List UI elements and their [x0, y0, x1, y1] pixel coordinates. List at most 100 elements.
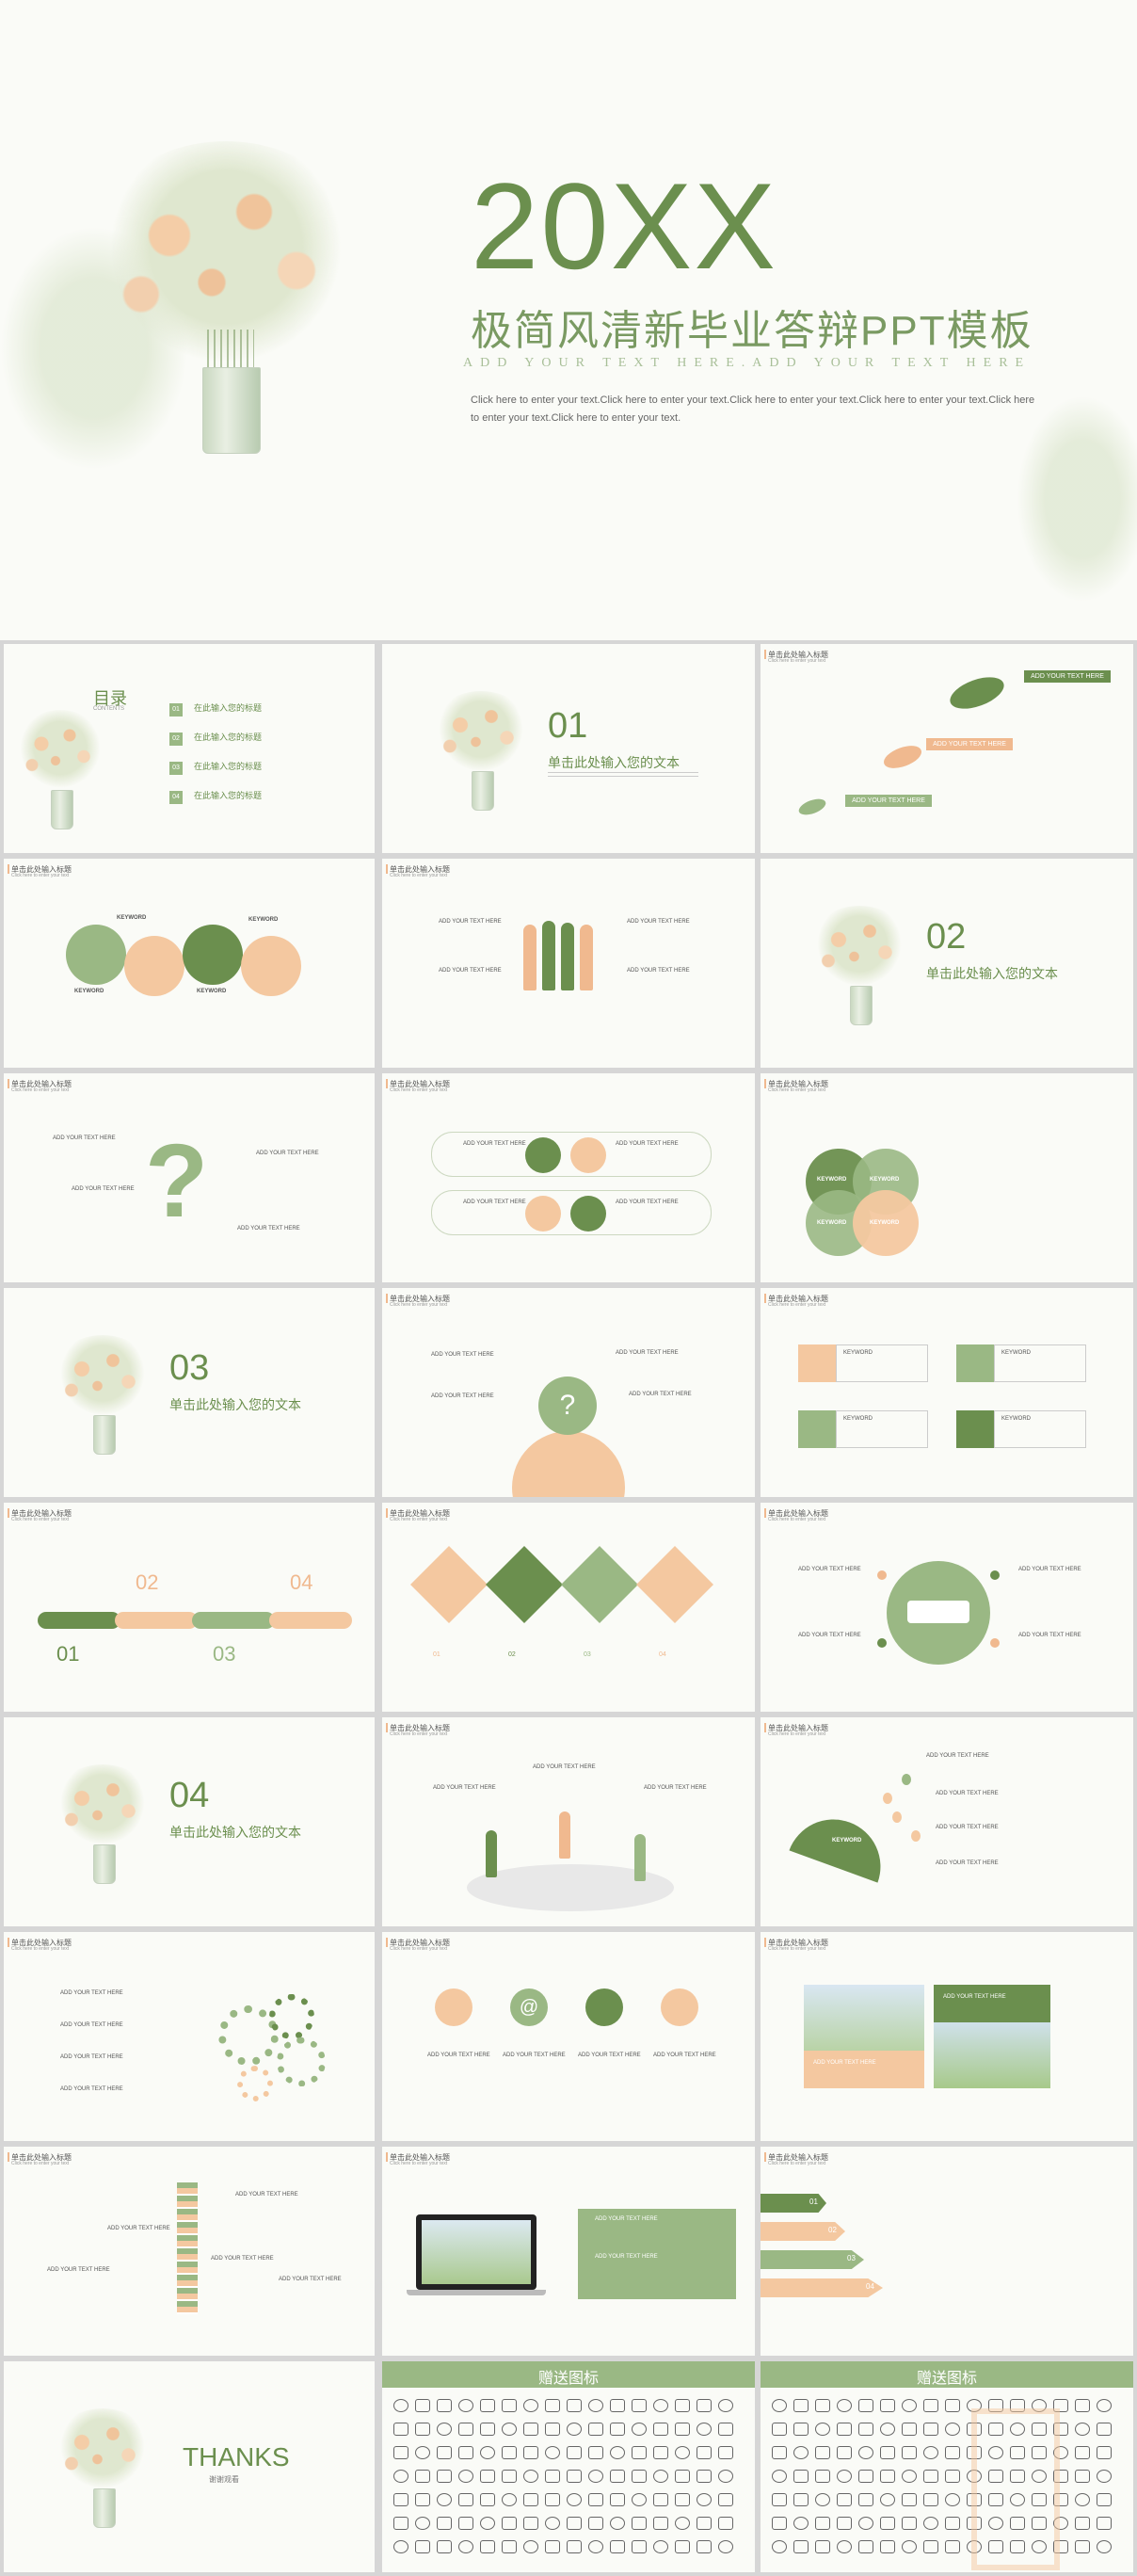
- small-icon: [1075, 2446, 1090, 2459]
- small-icon: [415, 2517, 430, 2530]
- lightbulb-icon: [570, 1137, 606, 1173]
- toc-slide: 目录 CONTENTS 01 在此输入您的标题 02 在此输入您的标题 03 在此输入…: [4, 644, 375, 853]
- small-icon: [610, 2517, 625, 2530]
- small-icon: [858, 2446, 873, 2459]
- small-icon: [923, 2470, 938, 2483]
- small-icon: [793, 2423, 809, 2436]
- text-label: ADD YOUR TEXT HERE: [629, 1392, 692, 1397]
- small-icon: [588, 2446, 603, 2459]
- question-icon: ?: [538, 1377, 597, 1435]
- small-icon: [1032, 2517, 1047, 2530]
- drop-icon: [883, 1793, 892, 1804]
- small-icon: [1010, 2446, 1025, 2459]
- small-icon: [588, 2540, 603, 2553]
- pill-box: [431, 1132, 712, 1177]
- text-label: ADD YOUR TEXT HERE: [427, 2053, 490, 2058]
- small-icon: [793, 2517, 809, 2530]
- small-icon: [502, 2446, 517, 2459]
- small-icon: [923, 2399, 938, 2412]
- text-label: ADD YOUR TEXT HERE: [60, 2054, 123, 2060]
- small-icon: [697, 2470, 712, 2483]
- slide-header: 单击此处输入标题: [390, 1080, 450, 1088]
- person-icon: [542, 921, 555, 990]
- small-icon: [545, 2399, 560, 2412]
- flower-vase-image: [85, 141, 367, 480]
- grid-icon-box: [798, 1344, 836, 1382]
- umbrella-icon: [789, 1806, 894, 1883]
- step-number: 02: [828, 2226, 837, 2234]
- small-icon: [632, 2470, 647, 2483]
- label-tag: ADD YOUR TEXT HERE: [1024, 670, 1111, 683]
- toc-item[interactable]: 04 在此输入您的标题: [169, 786, 262, 815]
- small-icon: [415, 2540, 430, 2553]
- slide-header: 单击此处输入标题: [768, 1295, 828, 1303]
- small-icon: [772, 2493, 787, 2506]
- book-slide: 单击此处输入标题 Click here to enter your text A…: [761, 1503, 1133, 1712]
- leaf-photo: [934, 2022, 1050, 2088]
- icons-slide-2: 赠送图标: [761, 2361, 1133, 2572]
- small-icon: [772, 2517, 787, 2530]
- keyword-circles-slide: 单击此处输入标题 Click here to enter your text K…: [4, 859, 375, 1068]
- slide-header: 单击此处输入标题: [11, 1080, 72, 1088]
- at-icon: @: [510, 1988, 548, 2026]
- small-icon: [718, 2517, 733, 2530]
- small-icon: [945, 2399, 960, 2412]
- text-label: ADD YOUR TEXT HERE: [798, 1567, 861, 1572]
- small-icon: [567, 2423, 582, 2436]
- small-icon: [1075, 2423, 1090, 2436]
- small-icon: [1075, 2540, 1090, 2553]
- small-icon: [1053, 2399, 1068, 2412]
- arrows-slide: 单击此处输入标题 Click here to enter your text 0…: [761, 2147, 1133, 2356]
- icon-grid: [770, 2397, 1126, 2567]
- slide-header: 单击此处输入标题: [768, 1724, 828, 1732]
- pill-icons-slide: 单击此处输入标题 Click here to enter your text A…: [382, 1073, 755, 1282]
- small-icon: [567, 2446, 582, 2459]
- timeline-step: [115, 1612, 198, 1629]
- small-icon: [610, 2493, 625, 2506]
- diamond-num: 01: [433, 1651, 440, 1658]
- small-icon: [793, 2470, 809, 2483]
- small-icon: [793, 2399, 809, 2412]
- small-icon: [588, 2399, 603, 2412]
- umbrella-slide: 单击此处输入标题 Click here to enter your text K…: [761, 1717, 1133, 1926]
- small-icon: [653, 2493, 668, 2506]
- text-label: ADD YOUR TEXT HERE: [279, 2277, 342, 2282]
- label-tag: ADD YOUR TEXT HERE: [845, 795, 932, 807]
- toc-item[interactable]: 03 在此输入您的标题: [169, 757, 262, 786]
- small-icon: [632, 2517, 647, 2530]
- slide-header-sub: Click here to enter your text: [11, 1087, 70, 1093]
- toc-item[interactable]: 01 在此输入您的标题: [169, 699, 262, 728]
- small-icon: [858, 2540, 873, 2553]
- small-icon: [837, 2540, 852, 2553]
- toc-item[interactable]: 02 在此输入您的标题: [169, 728, 262, 757]
- small-icon: [610, 2446, 625, 2459]
- keyword-label: KEYWORD: [817, 1177, 847, 1183]
- clock-icon: [585, 1988, 623, 2026]
- small-icon: [437, 2423, 452, 2436]
- small-icon: [458, 2493, 473, 2506]
- small-icon: [1053, 2540, 1068, 2553]
- diamond-num: 03: [584, 1651, 591, 1658]
- small-icon: [945, 2423, 960, 2436]
- text-label: ADD YOUR TEXT HERE: [463, 1141, 526, 1147]
- small-icon: [1032, 2446, 1047, 2459]
- small-icon: [1097, 2517, 1112, 2530]
- small-icon: [718, 2470, 733, 2483]
- small-icon: [588, 2517, 603, 2530]
- slide-header-sub: Click here to enter your text: [390, 1731, 448, 1737]
- question-mark-icon: ?: [145, 1123, 209, 1239]
- timeline-slide: 单击此处输入标题 Click here to enter your text 0…: [4, 1503, 375, 1712]
- small-icon: [588, 2423, 603, 2436]
- text-label: ADD YOUR TEXT HERE: [627, 919, 690, 925]
- keyword-label: KEYWORD: [870, 1177, 900, 1183]
- small-icon: [567, 2470, 582, 2483]
- footprint-icon: [796, 796, 828, 818]
- arrow-step: [761, 2250, 864, 2269]
- small-icon: [1097, 2399, 1112, 2412]
- laptop-base: [407, 2290, 546, 2295]
- small-icon: [1010, 2423, 1025, 2436]
- pill-box: [431, 1190, 712, 1235]
- folder-icon: [956, 1344, 994, 1382]
- small-icon: [988, 2470, 1003, 2483]
- slide-header: 单击此处输入标题: [390, 1295, 450, 1303]
